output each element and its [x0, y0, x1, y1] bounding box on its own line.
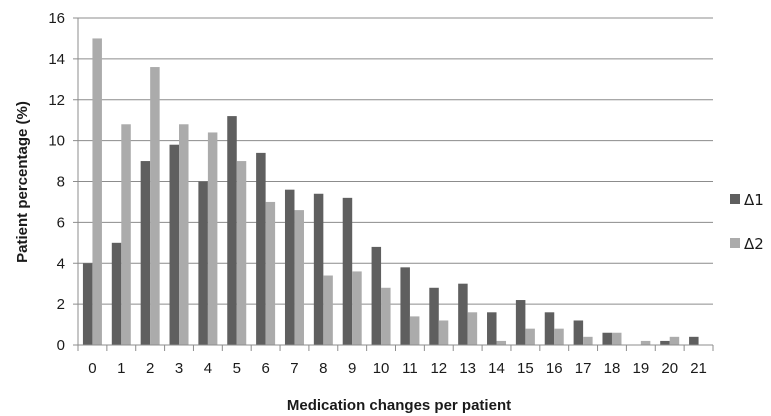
x-tick-label: 18: [604, 360, 621, 377]
x-tick-label: 16: [546, 360, 563, 377]
bar-1: [82, 263, 93, 345]
x-tick-label: 8: [319, 360, 327, 377]
bar-2: [236, 161, 247, 345]
x-tick-label: 10: [373, 360, 390, 377]
bar-2: [294, 210, 304, 345]
bar-2: [583, 336, 593, 345]
legend-swatch: [730, 194, 740, 204]
bar-1: [140, 161, 151, 345]
bar-2: [467, 312, 478, 345]
legend-label: Δ1: [744, 191, 764, 209]
bar-1: [313, 193, 324, 345]
x-tick-label: 5: [233, 360, 241, 377]
y-tick-label: 0: [57, 337, 65, 354]
bar-2: [179, 124, 189, 346]
x-tick-label: 12: [430, 360, 447, 377]
bar-1: [544, 312, 555, 345]
bar-1: [429, 287, 439, 345]
bar-2: [554, 328, 564, 345]
bar-1: [400, 267, 410, 345]
y-tick-label: 10: [48, 133, 65, 150]
x-tick-label: 17: [575, 360, 592, 377]
x-tick-label: 20: [661, 360, 678, 377]
bar-2: [352, 271, 362, 345]
bar-1: [227, 116, 237, 345]
bar-2: [611, 332, 622, 345]
y-axis-title: Patient percentage (%): [14, 101, 31, 263]
bar-2: [323, 275, 333, 345]
x-tick-label: 15: [517, 360, 534, 377]
y-tick-label: 8: [57, 174, 65, 191]
x-tick-label: 1: [117, 360, 125, 377]
bar-1: [487, 312, 497, 345]
bar-1: [515, 300, 526, 345]
bar-1: [111, 242, 122, 345]
bar-2: [438, 320, 449, 345]
bar-1: [284, 189, 295, 345]
x-tick-label: 4: [204, 360, 212, 377]
y-tick-label: 4: [57, 255, 65, 272]
bar-1: [342, 197, 353, 345]
legend: Δ1 Δ2: [730, 191, 764, 253]
bar-2: [150, 67, 160, 346]
bar-1: [371, 246, 382, 345]
bar-1: [689, 336, 699, 345]
bar-2: [496, 340, 507, 345]
x-tick-label: 21: [690, 360, 707, 377]
bar-1: [660, 340, 670, 345]
x-tick-label: 9: [348, 360, 356, 377]
bar-1: [256, 152, 266, 345]
x-tick-label: 7: [290, 360, 298, 377]
x-tick-label: 3: [175, 360, 183, 377]
legend-label: Δ2: [744, 235, 764, 253]
bar-1: [169, 144, 180, 345]
y-tick-label: 14: [48, 51, 65, 68]
bar-2: [525, 328, 535, 345]
legend-swatch: [730, 238, 740, 248]
x-tick-label: 2: [146, 360, 154, 377]
bar-1: [198, 181, 208, 345]
bar-2: [669, 336, 680, 345]
x-tick-label: 11: [402, 360, 418, 377]
bar-1: [602, 332, 612, 345]
x-tick-label: 13: [459, 360, 476, 377]
y-tick-label: 12: [48, 92, 65, 109]
bar-2: [92, 38, 102, 345]
axes: [73, 17, 714, 351]
x-tick-label: 6: [261, 360, 269, 377]
x-tick-label: 0: [88, 360, 96, 377]
bars: [82, 38, 699, 346]
x-axis-title: Medication changes per patient: [287, 397, 511, 414]
bar-2: [265, 201, 276, 345]
bar-2: [381, 287, 391, 345]
bar-2: [409, 316, 420, 345]
y-tick-label: 6: [57, 214, 65, 231]
y-tick-label: 2: [57, 296, 65, 313]
y-tick-label: 16: [48, 10, 65, 27]
x-tick-label: 19: [632, 360, 649, 377]
bar-2: [207, 132, 218, 345]
bar-2: [121, 124, 131, 346]
bar-1: [573, 320, 584, 345]
bar-1: [458, 283, 468, 345]
x-tick-label: 14: [488, 360, 505, 377]
bar-2: [640, 340, 651, 345]
